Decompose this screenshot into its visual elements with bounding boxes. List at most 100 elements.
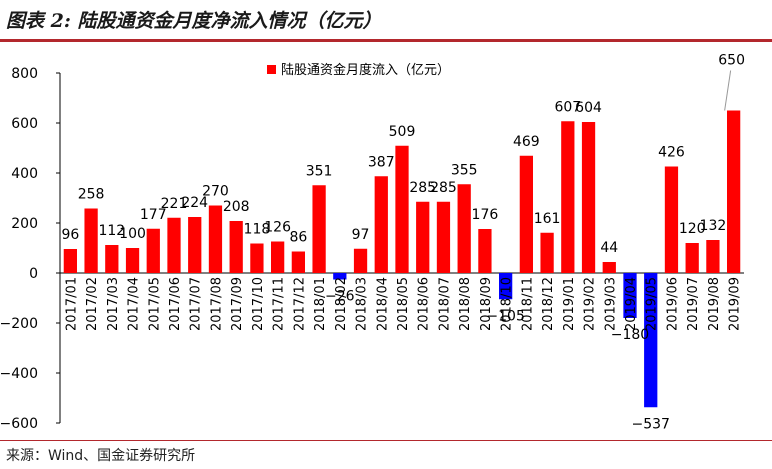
legend-label: 陆股通资金月度流入（亿元） <box>281 62 450 78</box>
x-tick-labels: 2017/01 2017/02 2017/03 2017/04 2017/05 2017/… <box>64 277 742 331</box>
data-label: 44 <box>600 240 618 256</box>
x-tick-label: 2018/03 <box>355 277 370 331</box>
x-tick-label: 2019/06 <box>665 277 680 331</box>
data-label: −180 <box>611 327 649 343</box>
bar-2018-06 <box>416 201 430 273</box>
y-tick-label: 200 <box>11 216 38 232</box>
data-label: 118 <box>244 222 271 238</box>
x-tick-label: 2018/01 <box>313 277 328 331</box>
leader-line <box>724 70 732 111</box>
bar-2017-03 <box>105 245 119 273</box>
bar-2017-02 <box>84 208 98 273</box>
bar-2018-05 <box>395 145 409 273</box>
data-label: 176 <box>472 207 499 223</box>
x-tick-label: 2017/07 <box>189 277 204 331</box>
data-label: 177 <box>140 207 167 223</box>
legend-swatch <box>267 65 276 74</box>
y-tick-label: 400 <box>11 166 38 182</box>
legend: 陆股通资金月度流入（亿元） <box>267 62 450 78</box>
data-label: 509 <box>389 124 416 140</box>
bar-2018-10 <box>499 273 513 300</box>
x-tick-label: 2017/11 <box>272 277 287 331</box>
x-tick-label: 2018/04 <box>375 277 390 331</box>
bar-2018-12 <box>540 232 554 273</box>
data-label: 100 <box>119 226 146 242</box>
data-label: 351 <box>306 163 333 179</box>
x-tick-label: 2017/12 <box>292 277 307 331</box>
bar-2019-08 <box>706 240 720 273</box>
x-tick-label: 2019/02 <box>583 277 598 331</box>
bar-2019-09 <box>727 110 741 273</box>
title-prefix: 图表 2: <box>6 10 71 32</box>
bar-2017-04 <box>125 248 140 273</box>
bar-2018-09 <box>478 229 492 273</box>
data-label: −26 <box>325 289 355 305</box>
x-tick-label: 2018/06 <box>417 277 432 331</box>
data-label: 355 <box>451 162 478 178</box>
y-tick-label: −400 <box>0 366 38 382</box>
x-tick-label: 2018/05 <box>396 277 411 331</box>
chart-title: 图表 2: 陆股通资金月度净流入情况（亿元） <box>6 6 382 33</box>
x-tick-label: 2017/09 <box>230 277 245 331</box>
y-tick-label: −200 <box>0 316 38 332</box>
bar-2017-10 <box>250 243 264 273</box>
data-label: 132 <box>700 218 727 234</box>
bar-2019-06 <box>664 166 679 273</box>
bar-2017-06 <box>167 217 181 273</box>
bar-2017-12 <box>291 251 305 273</box>
bar-2019-03 <box>602 262 616 273</box>
y-tick-label: 600 <box>11 116 38 132</box>
x-tick-label: 2019/09 <box>728 277 743 331</box>
bar-2017-01 <box>63 249 77 273</box>
bar-2017-11 <box>271 241 285 273</box>
bar-2017-08 <box>208 205 223 273</box>
x-tick-label: 2017/02 <box>85 277 100 331</box>
data-label: 126 <box>264 220 291 236</box>
title-text: 陆股通资金月度净流入情况（亿元） <box>77 10 382 32</box>
bar-2018-08 <box>457 184 471 273</box>
x-tick-label: 2018/07 <box>437 277 452 331</box>
x-tick-label: 2019/01 <box>562 277 577 331</box>
source-note: 来源：Wind、国金证券研究所 <box>6 448 196 464</box>
bar-2018-01 <box>312 185 326 273</box>
data-label: 469 <box>513 134 540 150</box>
data-label: 86 <box>289 230 307 246</box>
data-label: 161 <box>534 211 561 227</box>
data-label: 650 <box>718 53 745 69</box>
x-tick-label: 2019/03 <box>603 277 618 331</box>
x-tick-label: 2019/07 <box>686 277 701 331</box>
x-tick-label: 2017/06 <box>168 277 183 331</box>
data-label: 604 <box>575 100 602 116</box>
data-label: −105 <box>486 308 524 324</box>
data-label: 96 <box>61 227 79 243</box>
x-tick-label: 2018/02 <box>334 277 349 331</box>
x-tick-label: 2017/10 <box>251 277 266 331</box>
data-label: 208 <box>223 199 250 215</box>
data-label: −537 <box>632 416 670 432</box>
x-tick-label: 2019/05 <box>645 277 660 331</box>
x-tick-label: 2018/11 <box>520 277 535 331</box>
data-label: 258 <box>78 187 105 203</box>
x-tick-label: 2018/08 <box>458 277 473 331</box>
bar-2018-03 <box>353 248 368 273</box>
data-label: 221 <box>161 196 188 212</box>
bar-chart: 陆股通资金月度流入（亿元） −600−400−2000200400600800 … <box>0 53 745 433</box>
data-label: 112 <box>98 223 125 239</box>
footer-rule <box>0 440 772 441</box>
data-label: 120 <box>679 221 706 237</box>
x-tick-label: 2017/04 <box>127 277 142 331</box>
data-label: 607 <box>554 99 581 115</box>
bar-2019-04 <box>623 273 637 318</box>
x-tick-label: 2017/08 <box>209 277 224 331</box>
bar-2018-07 <box>436 201 451 273</box>
bar-2019-05 <box>644 273 658 408</box>
bar-2019-01 <box>561 121 575 273</box>
data-label: 285 <box>409 180 436 196</box>
data-label: 97 <box>352 227 370 243</box>
title-underline <box>0 39 772 42</box>
y-tick-label: 800 <box>11 66 38 82</box>
x-tick-label: 2018/12 <box>541 277 556 331</box>
bars <box>63 110 741 408</box>
x-tick-label: 2017/03 <box>106 277 121 331</box>
